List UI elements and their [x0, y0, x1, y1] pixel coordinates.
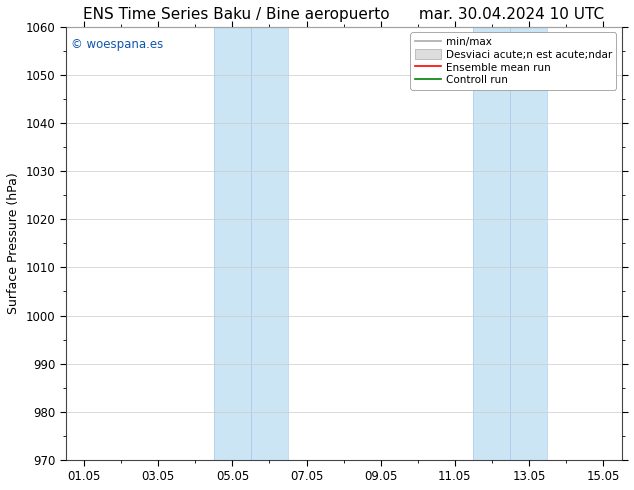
Bar [214, 27, 251, 460]
Text: © woespana.es: © woespana.es [71, 38, 164, 51]
Legend: min/max, Desviaci acute;n est acute;ndar, Ensemble mean run, Controll run: min/max, Desviaci acute;n est acute;ndar… [410, 32, 616, 90]
Title: ENS Time Series Baku / Bine aeropuerto      mar. 30.04.2024 10 UTC: ENS Time Series Baku / Bine aeropuerto m… [83, 7, 604, 22]
Bar [473, 27, 510, 460]
Bar [251, 27, 288, 460]
Y-axis label: Surface Pressure (hPa): Surface Pressure (hPa) [7, 172, 20, 314]
Bar [510, 27, 547, 460]
